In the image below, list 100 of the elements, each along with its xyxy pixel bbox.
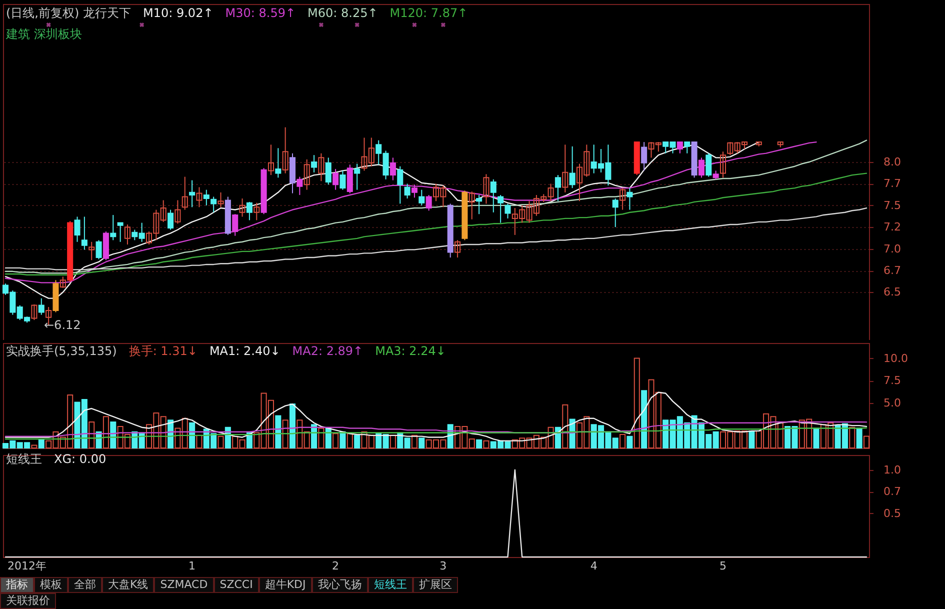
text: M30: 8.59↑ (225, 6, 296, 20)
bar (849, 426, 856, 448)
text: 指标 (0, 577, 34, 593)
candlestick (239, 198, 246, 218)
candlestick (246, 201, 252, 221)
candlestick (340, 170, 346, 190)
text: SZMACD (154, 577, 214, 593)
text: MA1: 2.40↓ (209, 344, 280, 358)
bar (282, 420, 288, 448)
candlestick (203, 189, 210, 206)
candlestick (318, 152, 324, 182)
candlestick (397, 166, 404, 204)
annotation: ←6.12 (44, 318, 81, 332)
text: M60: 8.25↑ (308, 6, 378, 20)
candlestick (304, 158, 310, 190)
candlestick (641, 142, 648, 172)
x-tick-label: 3 (440, 560, 447, 572)
y-tick-label: 7.5 (884, 374, 901, 388)
bar (311, 424, 318, 448)
y-tick-label: 0.7 (884, 485, 901, 498)
text: SZCCI (214, 577, 259, 593)
bar (856, 428, 862, 448)
line-series (4, 427, 868, 440)
bar (275, 415, 282, 448)
candlestick (254, 202, 260, 221)
candlestick (96, 240, 102, 260)
bar (476, 439, 482, 448)
candlestick (404, 183, 410, 199)
text: M120: 7.87↑ (390, 6, 468, 20)
text: 换手: 1.31↓ (128, 344, 198, 358)
line-series (4, 392, 868, 442)
candlestick (275, 148, 282, 178)
candlestick (31, 304, 38, 321)
bar (748, 430, 755, 448)
candlestick (554, 174, 561, 202)
y-tick-label: 7.2 (884, 220, 901, 234)
candlestick (110, 214, 116, 241)
candlestick (218, 192, 224, 208)
candlestick (74, 216, 80, 242)
candlestick (210, 196, 217, 213)
chart-title: 短线王 (6, 452, 42, 466)
candlestick (698, 157, 704, 178)
line-series (4, 141, 760, 299)
candlestick (282, 126, 288, 174)
x-tick-label: 2012年 (8, 560, 47, 572)
chart-title: (日线,前复权) 龙行天下 (6, 6, 131, 20)
candlestick (325, 157, 332, 186)
candlestick (411, 184, 418, 198)
bar (863, 436, 870, 448)
text: 全部 (68, 577, 102, 593)
candlestick (332, 168, 339, 190)
line-series (4, 207, 868, 270)
bar (332, 433, 339, 448)
text: M10: 9.02↑ (143, 6, 214, 20)
text: 大盘K线 (102, 577, 154, 593)
bar (641, 390, 648, 448)
x-tick-label: 4 (590, 560, 598, 572)
bar (38, 439, 44, 448)
bar (196, 434, 202, 448)
y-tick-label: 6.5 (884, 286, 901, 299)
candlestick (354, 163, 360, 190)
candlestick (124, 224, 130, 245)
candlestick (498, 194, 504, 224)
candlestick (720, 151, 726, 178)
line-series (4, 172, 868, 276)
y-tick-label: 6.7 (884, 264, 901, 278)
candlestick (468, 191, 475, 220)
candlestick (426, 194, 432, 212)
bar (31, 444, 38, 448)
candlestick (612, 198, 618, 228)
text: 建筑 深圳板块 (6, 27, 82, 41)
y-tick-label: 7.0 (884, 242, 901, 256)
candlestick (504, 203, 511, 219)
bar (620, 434, 626, 448)
y-tick-label: 0.5 (884, 506, 901, 520)
y-tick-label: 7.5 (884, 198, 901, 212)
bar (354, 434, 360, 448)
line-series (4, 421, 868, 437)
text: 关联报价 (0, 593, 56, 609)
candlestick (626, 188, 633, 210)
candlestick (562, 144, 568, 193)
candlestick (476, 194, 482, 215)
text: MA2: 2.89↑ (292, 344, 364, 358)
text: 扩展区 (412, 577, 458, 593)
bar (88, 421, 95, 448)
candlestick (182, 176, 188, 210)
bar (289, 404, 296, 448)
candlestick (620, 188, 626, 210)
candlestick (676, 142, 683, 154)
bar (218, 436, 224, 448)
y-tick-label: 7.7 (884, 177, 901, 190)
bar (411, 434, 418, 448)
candlestick (38, 298, 44, 316)
candlestick (706, 152, 712, 178)
candlestick (268, 144, 274, 176)
y-tick-label: 5.0 (884, 396, 901, 410)
candlestick (569, 146, 576, 189)
candlestick (346, 164, 353, 194)
candlestick (60, 276, 66, 288)
bar (626, 436, 633, 448)
